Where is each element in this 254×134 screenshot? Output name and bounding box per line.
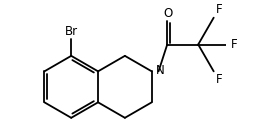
Text: F: F — [216, 3, 222, 16]
Text: N: N — [155, 64, 164, 77]
Text: O: O — [163, 7, 172, 20]
Text: F: F — [231, 38, 238, 51]
Text: Br: Br — [65, 25, 78, 38]
Text: F: F — [216, 73, 222, 86]
